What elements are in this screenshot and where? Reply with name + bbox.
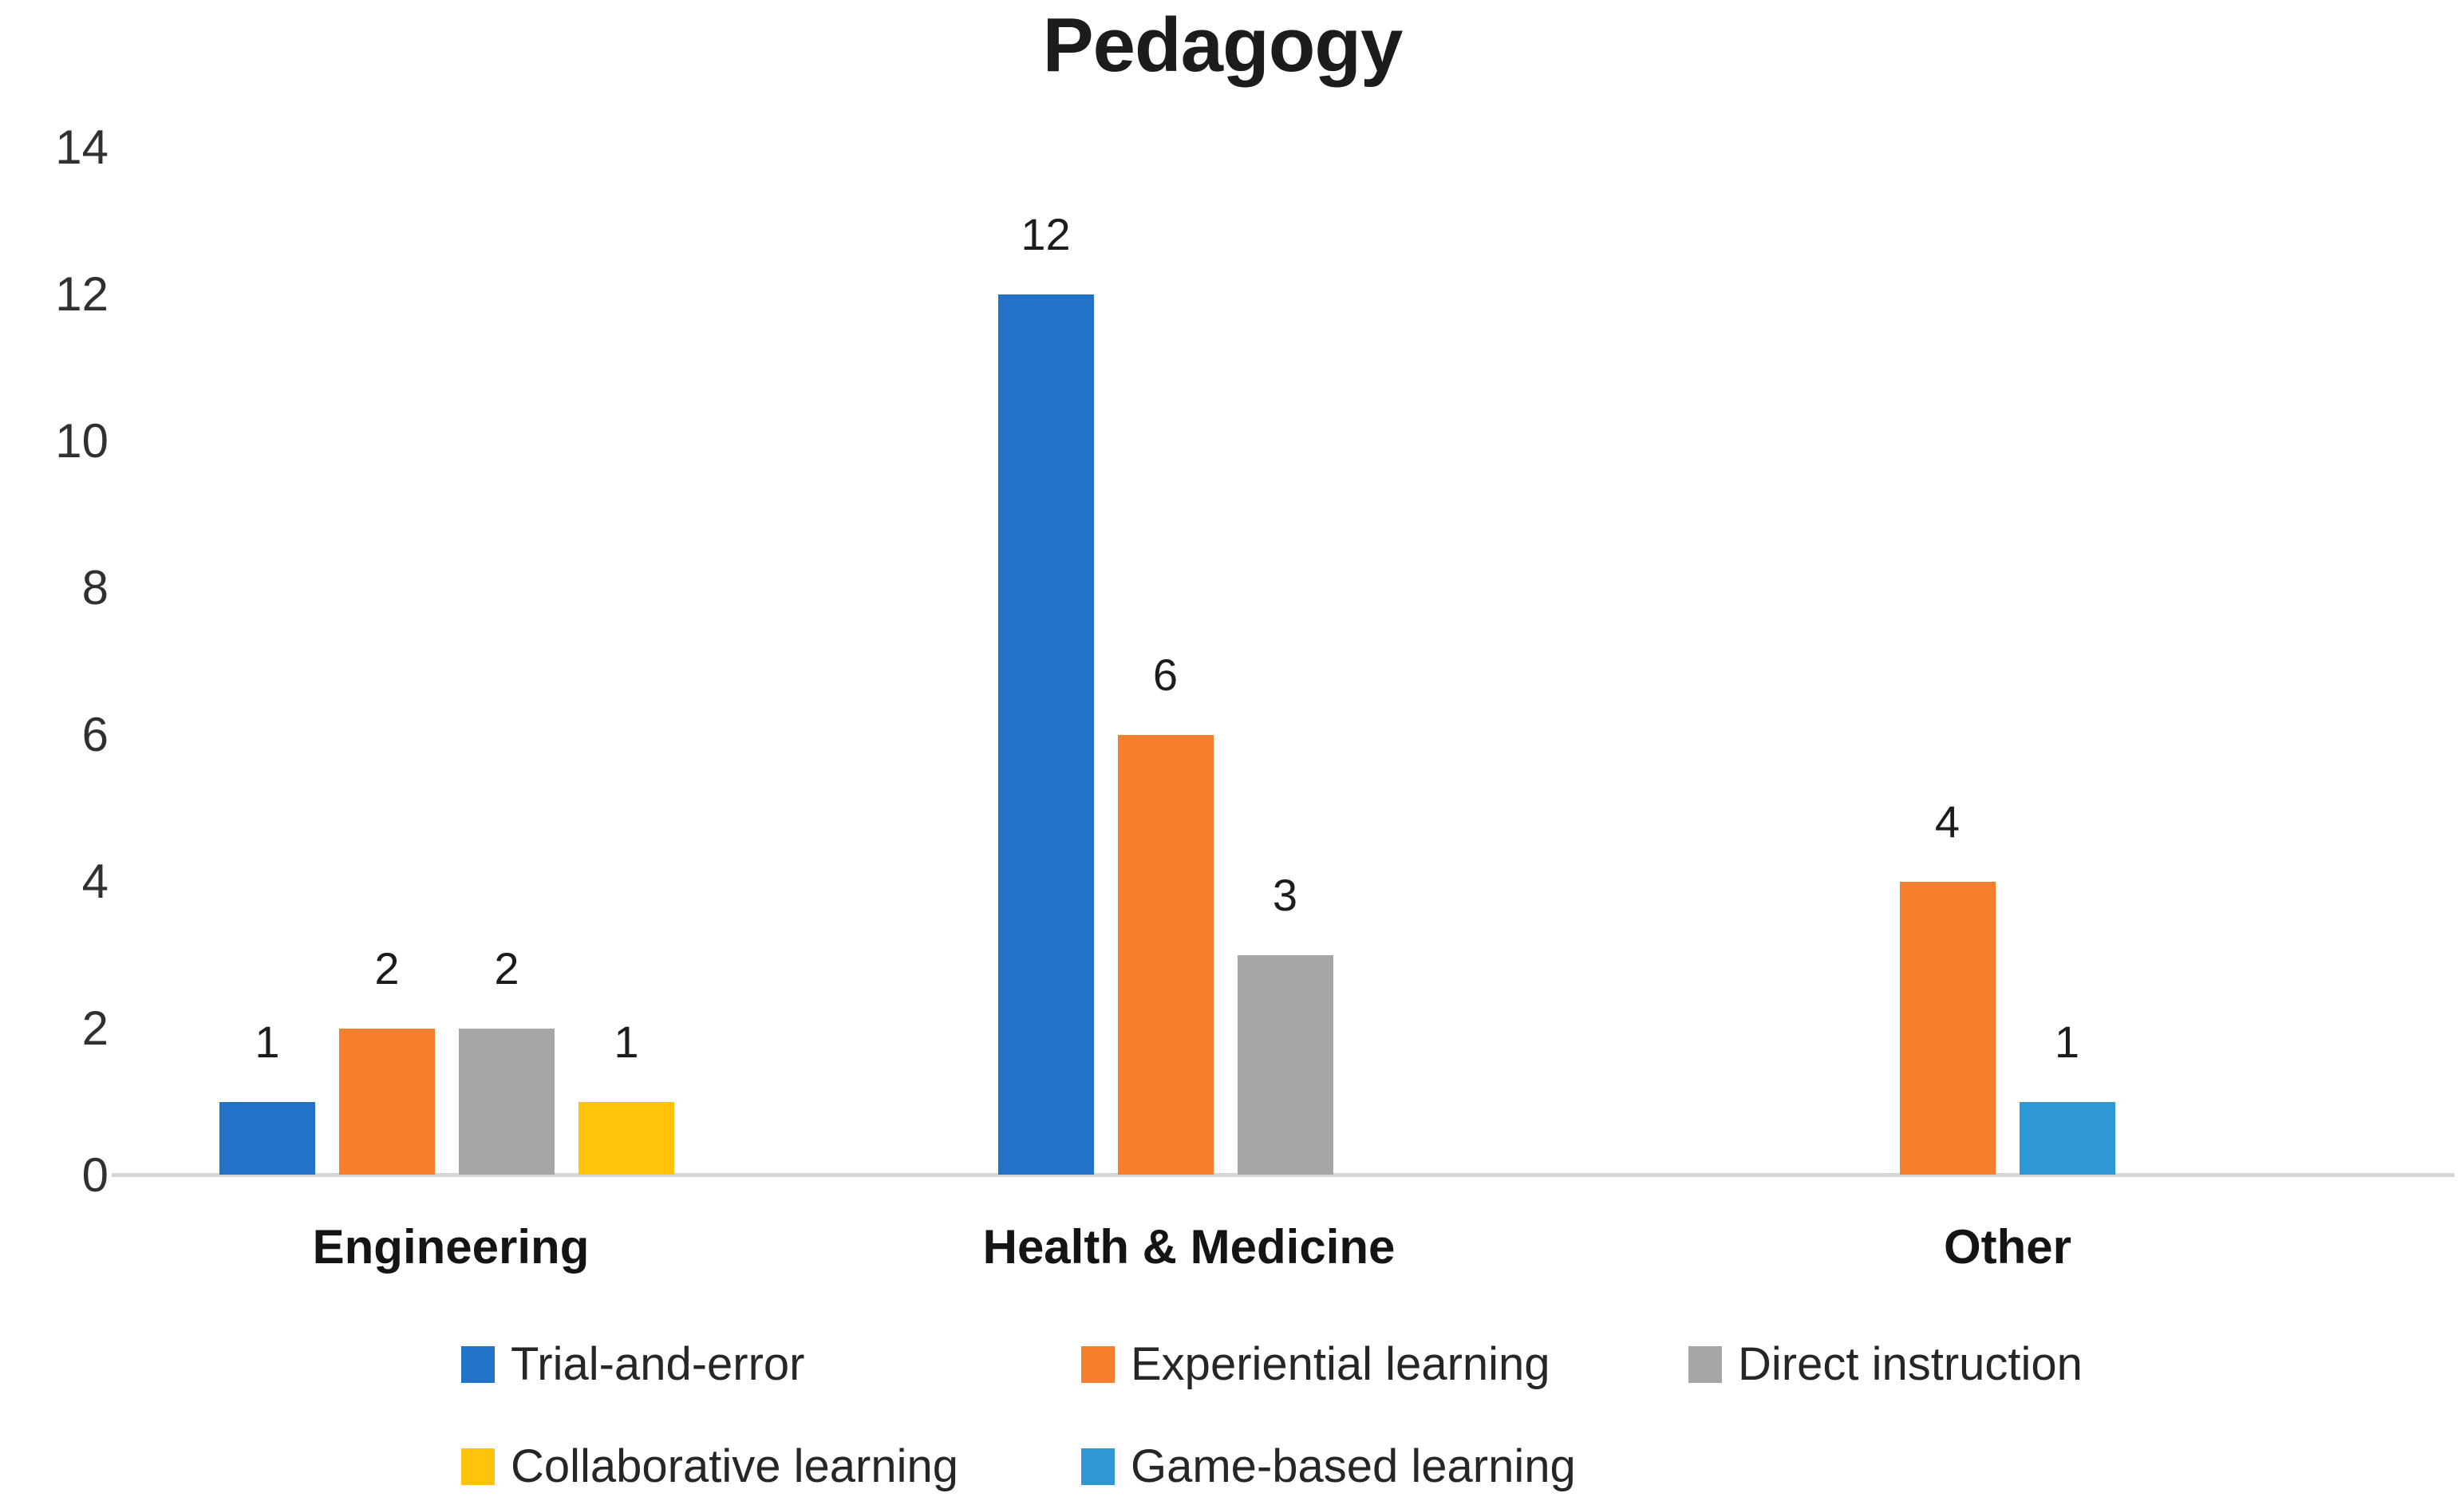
legend-swatch-icon-game-based-learning [1081,1448,1115,1485]
y-axis-tick-label-2: 2 [81,1001,109,1055]
y-axis-tick-label-14: 14 [55,120,109,174]
x-axis-category-label-health-medicine: Health & Medicine [982,1220,1396,1274]
legend-swatch-icon-experiential-learning [1081,1346,1115,1383]
legend-item-experiential-learning: Experiential learning [1081,1340,1550,1389]
y-axis-tick-label-12: 12 [55,267,109,321]
bar-value-label-direct-instruction-engineering: 2 [494,943,519,993]
bar-experiential-learning-other [1899,882,1996,1175]
bar-value-label-experiential-learning-other: 4 [1934,796,1961,847]
bar-game-based-learning-other [2019,1102,2115,1175]
legend-swatch-icon-collaborative-learning [461,1448,495,1485]
bar-collaborative-learning-engineering [578,1102,674,1175]
legend-item-collaborative-learning: Collaborative learning [461,1442,958,1491]
y-axis-tick-label-6: 6 [81,708,109,761]
legend-item-label: Collaborative learning [511,1440,958,1492]
legend-item-label: Direct instruction [1738,1338,2083,1390]
bar-value-label-experiential-learning-health-medicine: 6 [1152,650,1179,700]
chart-title: Pedagogy [1042,2,1404,88]
y-axis-tick-label-0: 0 [81,1148,109,1202]
bar-value-label-trial-and-error-engineering: 1 [255,1017,280,1067]
bar-value-label-experiential-learning-engineering: 2 [374,943,400,993]
bar-trial-and-error-engineering [219,1102,315,1175]
bar-trial-and-error-health-medicine [997,294,1094,1175]
legend-item-label: Game-based learning [1131,1440,1576,1492]
bar-value-label-trial-and-error-health-medicine: 12 [1021,209,1071,259]
legend-item-direct-instruction: Direct instruction [1688,1340,2083,1389]
legend-item-game-based-learning: Game-based learning [1081,1442,1576,1491]
legend-item-label: Trial-and-error [511,1338,805,1390]
bar-direct-instruction-health-medicine [1237,955,1333,1175]
legend-item-label: Experiential learning [1131,1338,1550,1390]
x-axis-category-label-engineering: Engineering [312,1220,590,1274]
y-axis-tick-label-10: 10 [55,414,109,468]
legend-item-trial-and-error: Trial-and-error [461,1340,804,1389]
bar-value-label-collaborative-learning-engineering: 1 [614,1017,639,1067]
y-axis-tick-label-4: 4 [81,855,109,908]
y-axis-tick-label-8: 8 [81,561,109,614]
legend-swatch-icon-trial-and-error [461,1346,495,1383]
x-axis-category-label-other: Other [1943,1220,2072,1274]
legend-swatch-icon-direct-instruction [1688,1346,1722,1383]
bar-value-label-game-based-learning-other: 1 [2054,1017,2080,1067]
bar-value-label-direct-instruction-health-medicine: 3 [1272,870,1298,920]
bar-direct-instruction-engineering [459,1029,555,1175]
bar-experiential-learning-health-medicine [1117,735,1214,1175]
x-axis-line [112,1173,2454,1177]
bar-experiential-learning-engineering [339,1029,435,1175]
